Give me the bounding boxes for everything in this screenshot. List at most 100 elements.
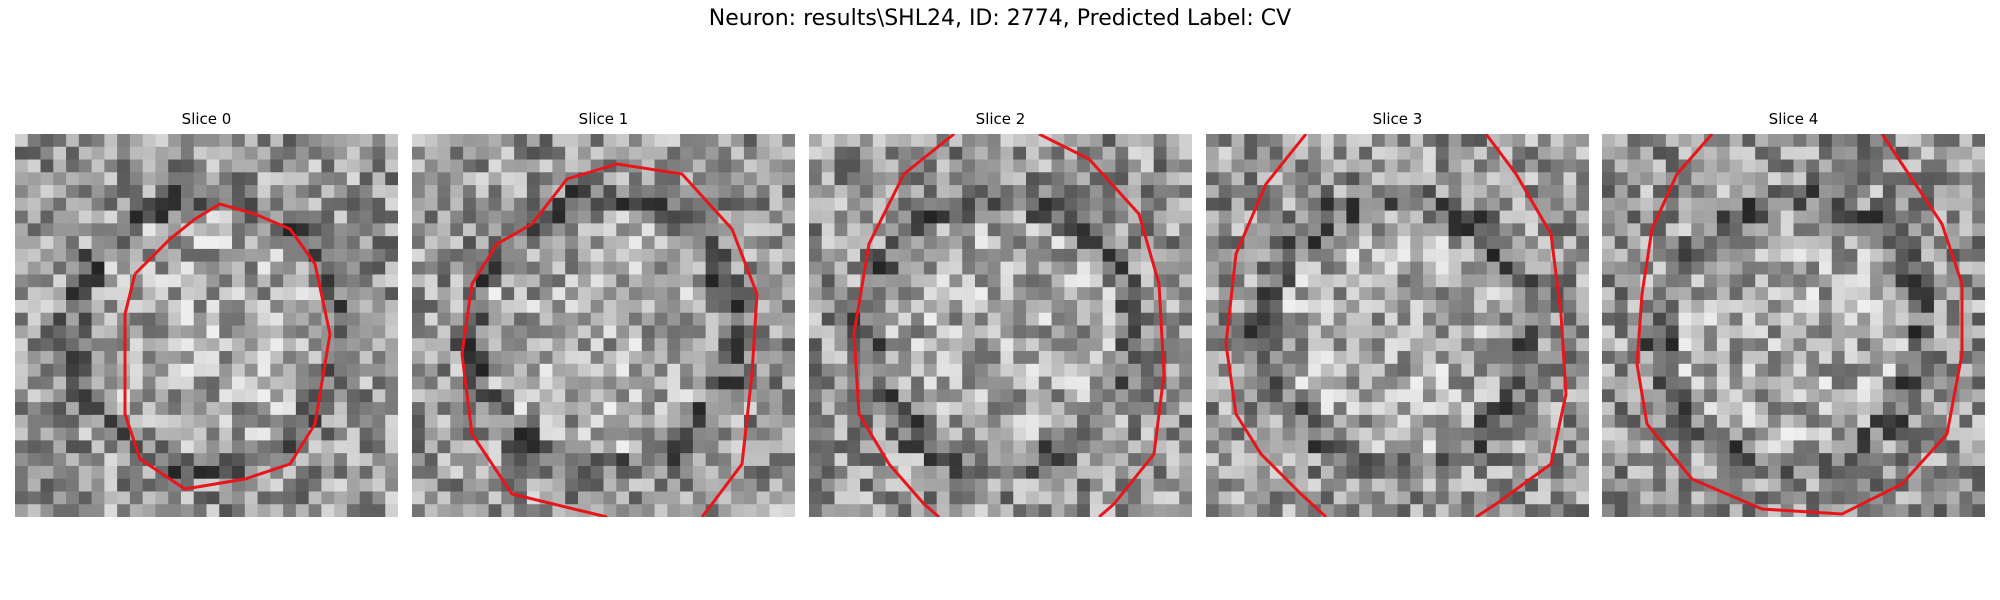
pixel <box>834 236 848 250</box>
pixel <box>1000 261 1014 275</box>
pixel <box>1908 478 1922 492</box>
pixel <box>1410 312 1424 326</box>
pixel <box>1128 299 1142 314</box>
pixel <box>526 159 541 173</box>
pixel <box>1102 465 1116 480</box>
cell-contour <box>852 134 955 517</box>
pixel <box>1755 312 1769 326</box>
pixel <box>117 172 131 186</box>
pixel <box>1959 210 1973 224</box>
pixel <box>1704 427 1718 441</box>
pixel <box>1831 223 1846 237</box>
pixel <box>552 389 566 403</box>
pixel <box>206 351 220 365</box>
pixel <box>1257 312 1271 326</box>
pixel <box>1895 299 1909 314</box>
pixel <box>705 287 719 301</box>
pixel <box>1614 376 1629 390</box>
pixel <box>1000 236 1014 250</box>
pixel <box>667 185 681 199</box>
pixel <box>936 402 950 416</box>
pixel <box>1206 453 1220 467</box>
pixel <box>1000 491 1014 505</box>
pixel <box>1537 248 1552 263</box>
pixel <box>437 453 451 467</box>
pixel <box>1397 134 1411 148</box>
pixel <box>1537 325 1552 339</box>
pixel <box>193 197 207 212</box>
pixel <box>718 351 732 365</box>
pixel <box>987 453 1001 467</box>
pixel <box>1179 134 1192 148</box>
pixel <box>66 274 80 288</box>
pixel <box>1140 491 1155 505</box>
pixel <box>270 363 284 378</box>
pixel <box>514 248 528 263</box>
pixel <box>385 465 398 480</box>
pixel <box>1499 440 1513 454</box>
pixel <box>78 453 93 467</box>
pixel <box>1525 504 1539 517</box>
pixel <box>834 389 848 403</box>
pixel <box>1882 389 1897 403</box>
pixel <box>232 185 246 199</box>
pixel <box>1257 274 1271 288</box>
pixel <box>898 351 912 365</box>
pixel <box>1499 504 1513 517</box>
pixel <box>1257 427 1271 441</box>
pixel <box>603 389 617 403</box>
pixel <box>552 427 566 441</box>
pixel <box>1257 287 1271 301</box>
pixel <box>1742 274 1756 288</box>
pixel <box>1206 172 1220 186</box>
pixel <box>412 312 426 326</box>
pixel <box>424 491 439 505</box>
pixel <box>346 261 361 275</box>
pixel <box>1793 172 1807 186</box>
pixel <box>1474 146 1488 161</box>
pixel <box>104 172 118 186</box>
pixel <box>450 478 464 492</box>
pixel <box>1461 491 1475 505</box>
pixel <box>1282 210 1296 224</box>
pixel <box>654 185 668 199</box>
pixel <box>1179 376 1192 390</box>
pixel <box>1857 172 1871 186</box>
pixel <box>1857 376 1871 390</box>
pixel <box>769 338 783 352</box>
pixel <box>142 197 156 212</box>
pixel <box>1140 172 1155 186</box>
pixel <box>1269 427 1284 441</box>
pixel <box>514 478 528 492</box>
pixel <box>1000 146 1014 161</box>
pixel <box>1448 363 1462 378</box>
pixel <box>1346 210 1360 224</box>
pixel <box>743 236 758 250</box>
pixel <box>1844 351 1858 365</box>
pixel <box>1563 402 1577 416</box>
pixel <box>1013 159 1027 173</box>
pixel <box>514 134 528 148</box>
pixel <box>1166 261 1180 275</box>
pixel <box>27 376 42 390</box>
pixel <box>911 146 925 161</box>
pixel <box>1089 312 1104 326</box>
pixel <box>603 134 617 148</box>
slice-image-1 <box>412 134 795 517</box>
pixel <box>117 440 131 454</box>
pixel <box>346 248 361 263</box>
pixel <box>1576 248 1589 263</box>
pixel <box>1537 478 1552 492</box>
pixel <box>1767 299 1782 314</box>
pixel <box>526 376 541 390</box>
pixel <box>1806 402 1820 416</box>
pixel <box>1640 453 1654 467</box>
pixel <box>1895 197 1909 212</box>
pixel <box>1179 287 1192 301</box>
pixel <box>1371 236 1386 250</box>
pixel <box>1755 223 1769 237</box>
pixel <box>1831 210 1846 224</box>
pixel <box>911 210 925 224</box>
pixel <box>15 248 29 263</box>
pixel <box>1474 389 1488 403</box>
